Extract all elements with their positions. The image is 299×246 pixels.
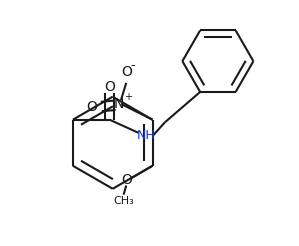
Text: NH: NH <box>137 129 156 142</box>
Text: O: O <box>121 173 132 187</box>
Text: +: + <box>123 92 132 102</box>
Text: N: N <box>113 97 123 111</box>
Text: O: O <box>121 65 132 79</box>
Text: CH₃: CH₃ <box>113 196 134 206</box>
Text: O: O <box>104 80 115 94</box>
Text: -: - <box>131 59 135 72</box>
Text: O: O <box>87 100 97 114</box>
